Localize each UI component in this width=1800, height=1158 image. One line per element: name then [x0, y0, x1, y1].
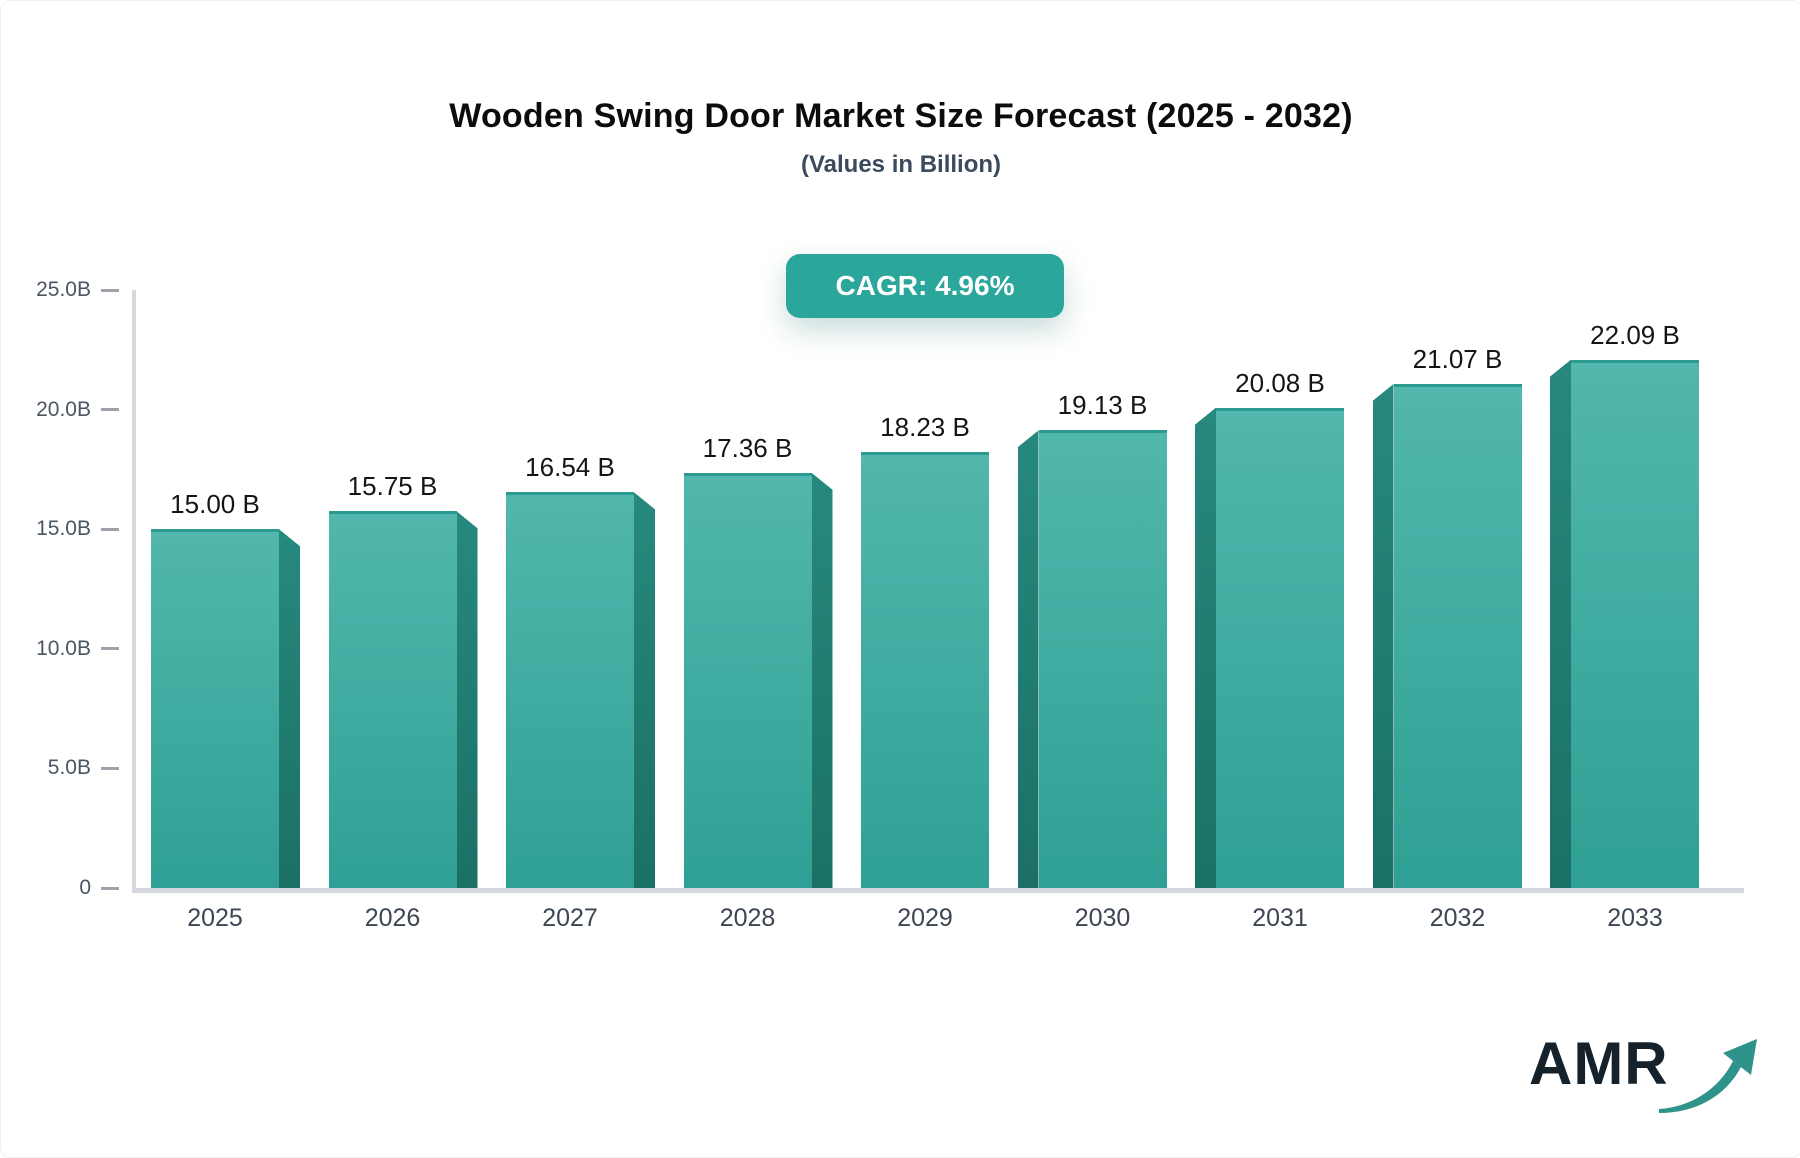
x-axis-baseline — [132, 888, 1744, 893]
y-axis-tick-label: 10.0B — [36, 636, 91, 660]
bar-value-label: 22.09 B — [1590, 319, 1680, 350]
x-axis-tick-label: 2026 — [364, 904, 421, 932]
bar — [683, 472, 812, 888]
bar — [1393, 384, 1522, 888]
y-axis-tick-mark — [101, 647, 119, 651]
bar-value-label: 21.07 B — [1412, 344, 1503, 374]
amr-logo: AMR — [1529, 1029, 1759, 1119]
bar-side-face — [811, 472, 833, 888]
y-axis-tick-mark — [101, 288, 119, 292]
bar-value-label: 15.75 B — [347, 471, 438, 502]
bar-side-face — [1195, 407, 1216, 888]
x-axis-tick-label: 2027 — [542, 904, 598, 932]
x-axis-tick-label: 2028 — [719, 904, 776, 932]
bar-side-face — [1017, 430, 1039, 888]
y-axis-tick-label: 20.0B — [36, 397, 91, 421]
y-axis-tick-label: 15.0B — [36, 517, 91, 541]
bar-side-face — [1372, 384, 1394, 888]
bar — [861, 451, 989, 888]
bar — [151, 529, 279, 888]
y-axis-tick-mark — [101, 886, 119, 890]
cagr-badge: CAGR: 4.96% — [786, 254, 1064, 318]
bar — [1038, 430, 1167, 888]
bar-side-face — [634, 492, 655, 888]
cagr-badge-label: CAGR: 4.96% — [835, 270, 1015, 301]
bar-value-label: 18.23 B — [880, 411, 970, 442]
x-axis-tick-label: 2025 — [187, 904, 243, 932]
x-axis-tick-label: 2030 — [1074, 904, 1131, 932]
chart-subtitle: (Values in Billion) — [800, 151, 1002, 178]
bar-value-label: 19.13 B — [1057, 390, 1148, 421]
x-axis-tick-label: 2033 — [1607, 904, 1663, 932]
amr-logo-text: AMR — [1529, 1030, 1669, 1097]
x-axis-tick-label: 2029 — [897, 904, 953, 932]
y-axis-tick-mark — [101, 766, 119, 770]
y-axis-tick-label: 0 — [79, 876, 91, 899]
bar — [328, 511, 457, 888]
x-axis-tick-label: 2031 — [1252, 904, 1308, 932]
bar — [1216, 407, 1344, 888]
y-axis-tick-label: 25.0B — [36, 278, 91, 301]
y-axis-tick-mark — [101, 527, 119, 531]
bar — [506, 492, 634, 888]
bar-value-label: 16.54 B — [525, 452, 615, 483]
y-axis-line — [132, 290, 136, 893]
chart-title: Wooden Swing Door Market Size Forecast (… — [449, 97, 1353, 135]
x-axis-tick-label: 2032 — [1429, 904, 1486, 932]
bar-side-face — [456, 511, 478, 888]
bar — [1571, 359, 1699, 888]
bar-value-label: 17.36 B — [702, 432, 793, 463]
bar-value-label: 20.08 B — [1235, 367, 1325, 398]
y-axis-tick-mark — [101, 408, 119, 412]
bar-value-label: 15.00 B — [170, 489, 260, 520]
growth-arrow-icon — [1659, 1039, 1757, 1113]
y-axis-tick-label: 5.0B — [47, 756, 91, 780]
bar-side-face — [1550, 359, 1571, 888]
bar-side-face — [279, 529, 300, 888]
